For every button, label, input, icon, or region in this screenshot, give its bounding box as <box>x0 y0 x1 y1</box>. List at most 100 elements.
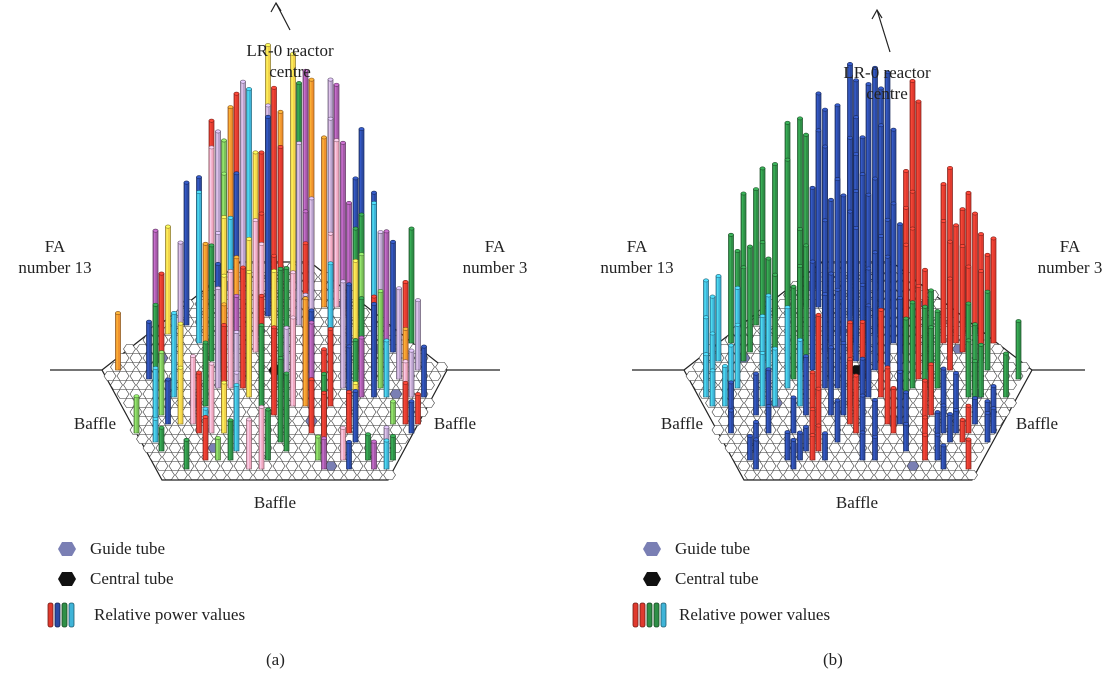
power-rod <box>296 141 302 326</box>
central-tube-icon <box>52 568 82 590</box>
baffle-right-label: Baffle <box>1015 414 1059 433</box>
power-rod <box>965 403 972 434</box>
baffle-bottom-label: Baffle <box>253 493 297 512</box>
power-rod <box>990 384 997 416</box>
power-bars-icon <box>629 600 671 630</box>
power-rod <box>822 292 828 389</box>
power-rods <box>115 43 427 470</box>
power-rod <box>853 225 859 362</box>
legend-central-tube: Central tube <box>52 568 174 590</box>
power-rod <box>715 274 722 362</box>
panel-a: LR-0 reactor centre FA number 13 FA numb… <box>18 1 527 669</box>
power-bars-icon <box>44 600 86 630</box>
legend-central-tube: Central tube <box>637 568 759 590</box>
power-rod <box>371 302 377 398</box>
power-rod <box>252 218 259 353</box>
power-rod <box>890 201 897 344</box>
power-rod <box>290 51 296 281</box>
power-rod <box>772 272 778 371</box>
baffle-right-label: Baffle <box>433 414 477 433</box>
power-rod <box>215 286 221 389</box>
power-rod <box>790 437 797 470</box>
power-rod <box>972 396 978 425</box>
power-rod <box>884 254 891 371</box>
power-rod <box>265 407 271 461</box>
power-rods <box>703 62 1022 470</box>
power-rod <box>1015 319 1022 380</box>
power-swatch-bar <box>68 602 75 628</box>
power-rod <box>383 229 390 344</box>
power-rod <box>258 323 265 416</box>
power-rod <box>784 305 791 389</box>
power-rod <box>903 242 909 362</box>
power-rod <box>803 243 809 362</box>
power-rod <box>221 380 227 434</box>
power-rod <box>346 390 352 434</box>
power-rod <box>809 259 816 371</box>
power-rod <box>784 157 791 317</box>
power-rod <box>934 309 941 389</box>
power-rod <box>722 364 728 407</box>
power-rod <box>246 417 252 470</box>
power-rod <box>302 296 309 407</box>
power-rod <box>953 223 959 344</box>
power-rod <box>290 315 296 407</box>
power-rod <box>408 226 415 344</box>
power-rod <box>152 416 159 443</box>
power-rod <box>765 404 772 434</box>
reactor-centre-arrowhead <box>871 8 883 20</box>
power-rod <box>165 377 171 425</box>
power-swatch-bar <box>660 602 667 628</box>
power-rod <box>959 417 966 443</box>
reactor-centre-label: LR-0 reactor centre <box>246 41 334 81</box>
power-rod <box>215 435 221 461</box>
power-rod <box>352 388 359 443</box>
power-rod <box>158 425 165 452</box>
power-rod <box>747 244 753 353</box>
power-rod <box>759 350 766 407</box>
power-rod <box>308 377 315 434</box>
panel-b: LR-0 reactor centre FA number 13 FA numb… <box>557 0 1114 674</box>
power-rod <box>740 265 747 362</box>
power-rod <box>959 244 966 353</box>
fuel-assembly-3d-diagram-b <box>632 8 1085 481</box>
power-rod <box>709 368 716 407</box>
power-rod <box>834 287 841 389</box>
power-rod <box>390 433 396 461</box>
power-rod <box>358 335 365 398</box>
power-rod <box>903 316 909 398</box>
power-rod <box>202 415 209 461</box>
power-rod <box>897 369 903 425</box>
baffle-left-label: Baffle <box>73 414 117 433</box>
power-rod <box>133 394 140 434</box>
fa-left-label: FA number 13 <box>18 237 92 277</box>
power-rod <box>922 432 928 461</box>
power-rod <box>183 180 190 326</box>
reactor-centre-arrow <box>876 9 891 53</box>
power-rod <box>115 311 121 371</box>
power-rod <box>815 128 822 308</box>
power-rod <box>847 357 853 425</box>
fa-right-label: FA number 3 <box>1037 237 1103 277</box>
legend-guide-tube-label: Guide tube <box>675 539 751 558</box>
power-rod <box>390 399 396 425</box>
power-rod <box>240 265 246 389</box>
power-rod <box>809 433 816 461</box>
power-rod <box>177 365 184 425</box>
power-rod <box>340 279 346 389</box>
power-rod <box>934 432 941 461</box>
power-rod <box>872 434 878 461</box>
power-rod <box>822 431 828 461</box>
power-rod <box>265 114 271 317</box>
power-rod <box>947 412 953 443</box>
power-rod <box>772 346 778 407</box>
power-rod <box>909 300 916 389</box>
reactor-centre-arrowhead <box>270 1 282 13</box>
power-rod <box>978 342 984 398</box>
power-rod <box>165 224 171 335</box>
legend-central-tube-label: Central tube <box>675 569 759 588</box>
power-rod <box>965 338 972 398</box>
power-rod <box>797 430 803 461</box>
baffle-left-label: Baffle <box>660 414 704 433</box>
power-rod <box>940 219 947 344</box>
